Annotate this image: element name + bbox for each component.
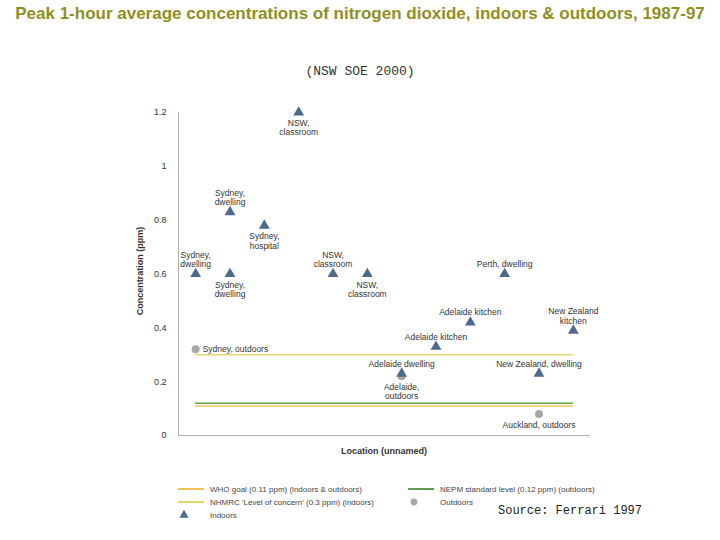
html-text:Concentration (ppm): Concentration (ppm) xyxy=(135,226,145,316)
svg-text:Sydney,dwelling: Sydney,dwelling xyxy=(180,250,211,269)
html-text:NHMRC 'Level of concern' (0.3: NHMRC 'Level of concern' (0.3 ppm) (indo… xyxy=(210,497,374,507)
svg-text:Adelaide,outdoors: Adelaide,outdoors xyxy=(384,382,419,401)
svg-text:1.2: 1.2 xyxy=(154,107,167,117)
svg-text:0.4: 0.4 xyxy=(154,323,167,333)
svg-text:Adelaide kitchen: Adelaide kitchen xyxy=(439,307,502,317)
svg-text:NSW,classroom: NSW,classroom xyxy=(314,250,353,269)
svg-text:0.2: 0.2 xyxy=(154,377,167,387)
svg-text:NSW,classroom: NSW,classroom xyxy=(279,118,318,137)
svg-text:Adelaide kitchen: Adelaide kitchen xyxy=(405,332,468,342)
html-text:Source: Ferrari 1997: Source: Ferrari 1997 xyxy=(498,504,642,518)
svg-text:Sydney,hospital: Sydney,hospital xyxy=(249,231,279,250)
svg-text:1: 1 xyxy=(161,161,166,171)
svg-text:New Zealand, dwelling: New Zealand, dwelling xyxy=(496,359,582,369)
svg-text:0.6: 0.6 xyxy=(154,269,167,279)
svg-text:NSW,classroom: NSW,classroom xyxy=(348,280,387,299)
html-text:Peak 1-hour average concentrat: Peak 1-hour average concentrations of ni… xyxy=(15,4,705,23)
svg-text:Adelaide dwelling: Adelaide dwelling xyxy=(369,359,435,369)
svg-text:Sydney,dwelling: Sydney,dwelling xyxy=(215,280,246,299)
html-text:Indoors: Indoors xyxy=(210,510,237,520)
html-text:Location (unnamed): Location (unnamed) xyxy=(341,446,427,456)
html-text:WHO goal (0.11 ppm) (indoors &: WHO goal (0.11 ppm) (indoors & outdoors) xyxy=(210,484,362,494)
svg-text:0.8: 0.8 xyxy=(154,215,167,225)
svg-text:New Zealandkitchen: New Zealandkitchen xyxy=(548,306,598,325)
svg-text:Perth, dwelling: Perth, dwelling xyxy=(477,259,533,269)
svg-text:Sydney, outdoors: Sydney, outdoors xyxy=(203,344,269,354)
svg-text:0: 0 xyxy=(161,430,166,440)
svg-text:Sydney,dwelling: Sydney,dwelling xyxy=(215,188,246,207)
html-text:(NSW SOE 2000): (NSW SOE 2000) xyxy=(305,64,415,79)
svg-text:Auckland, outdoors: Auckland, outdoors xyxy=(503,420,576,430)
html-text:Outdoors: Outdoors xyxy=(440,497,473,507)
html-text:NEPM standard level (0.12 ppm): NEPM standard level (0.12 ppm) (outdoors… xyxy=(440,484,595,494)
